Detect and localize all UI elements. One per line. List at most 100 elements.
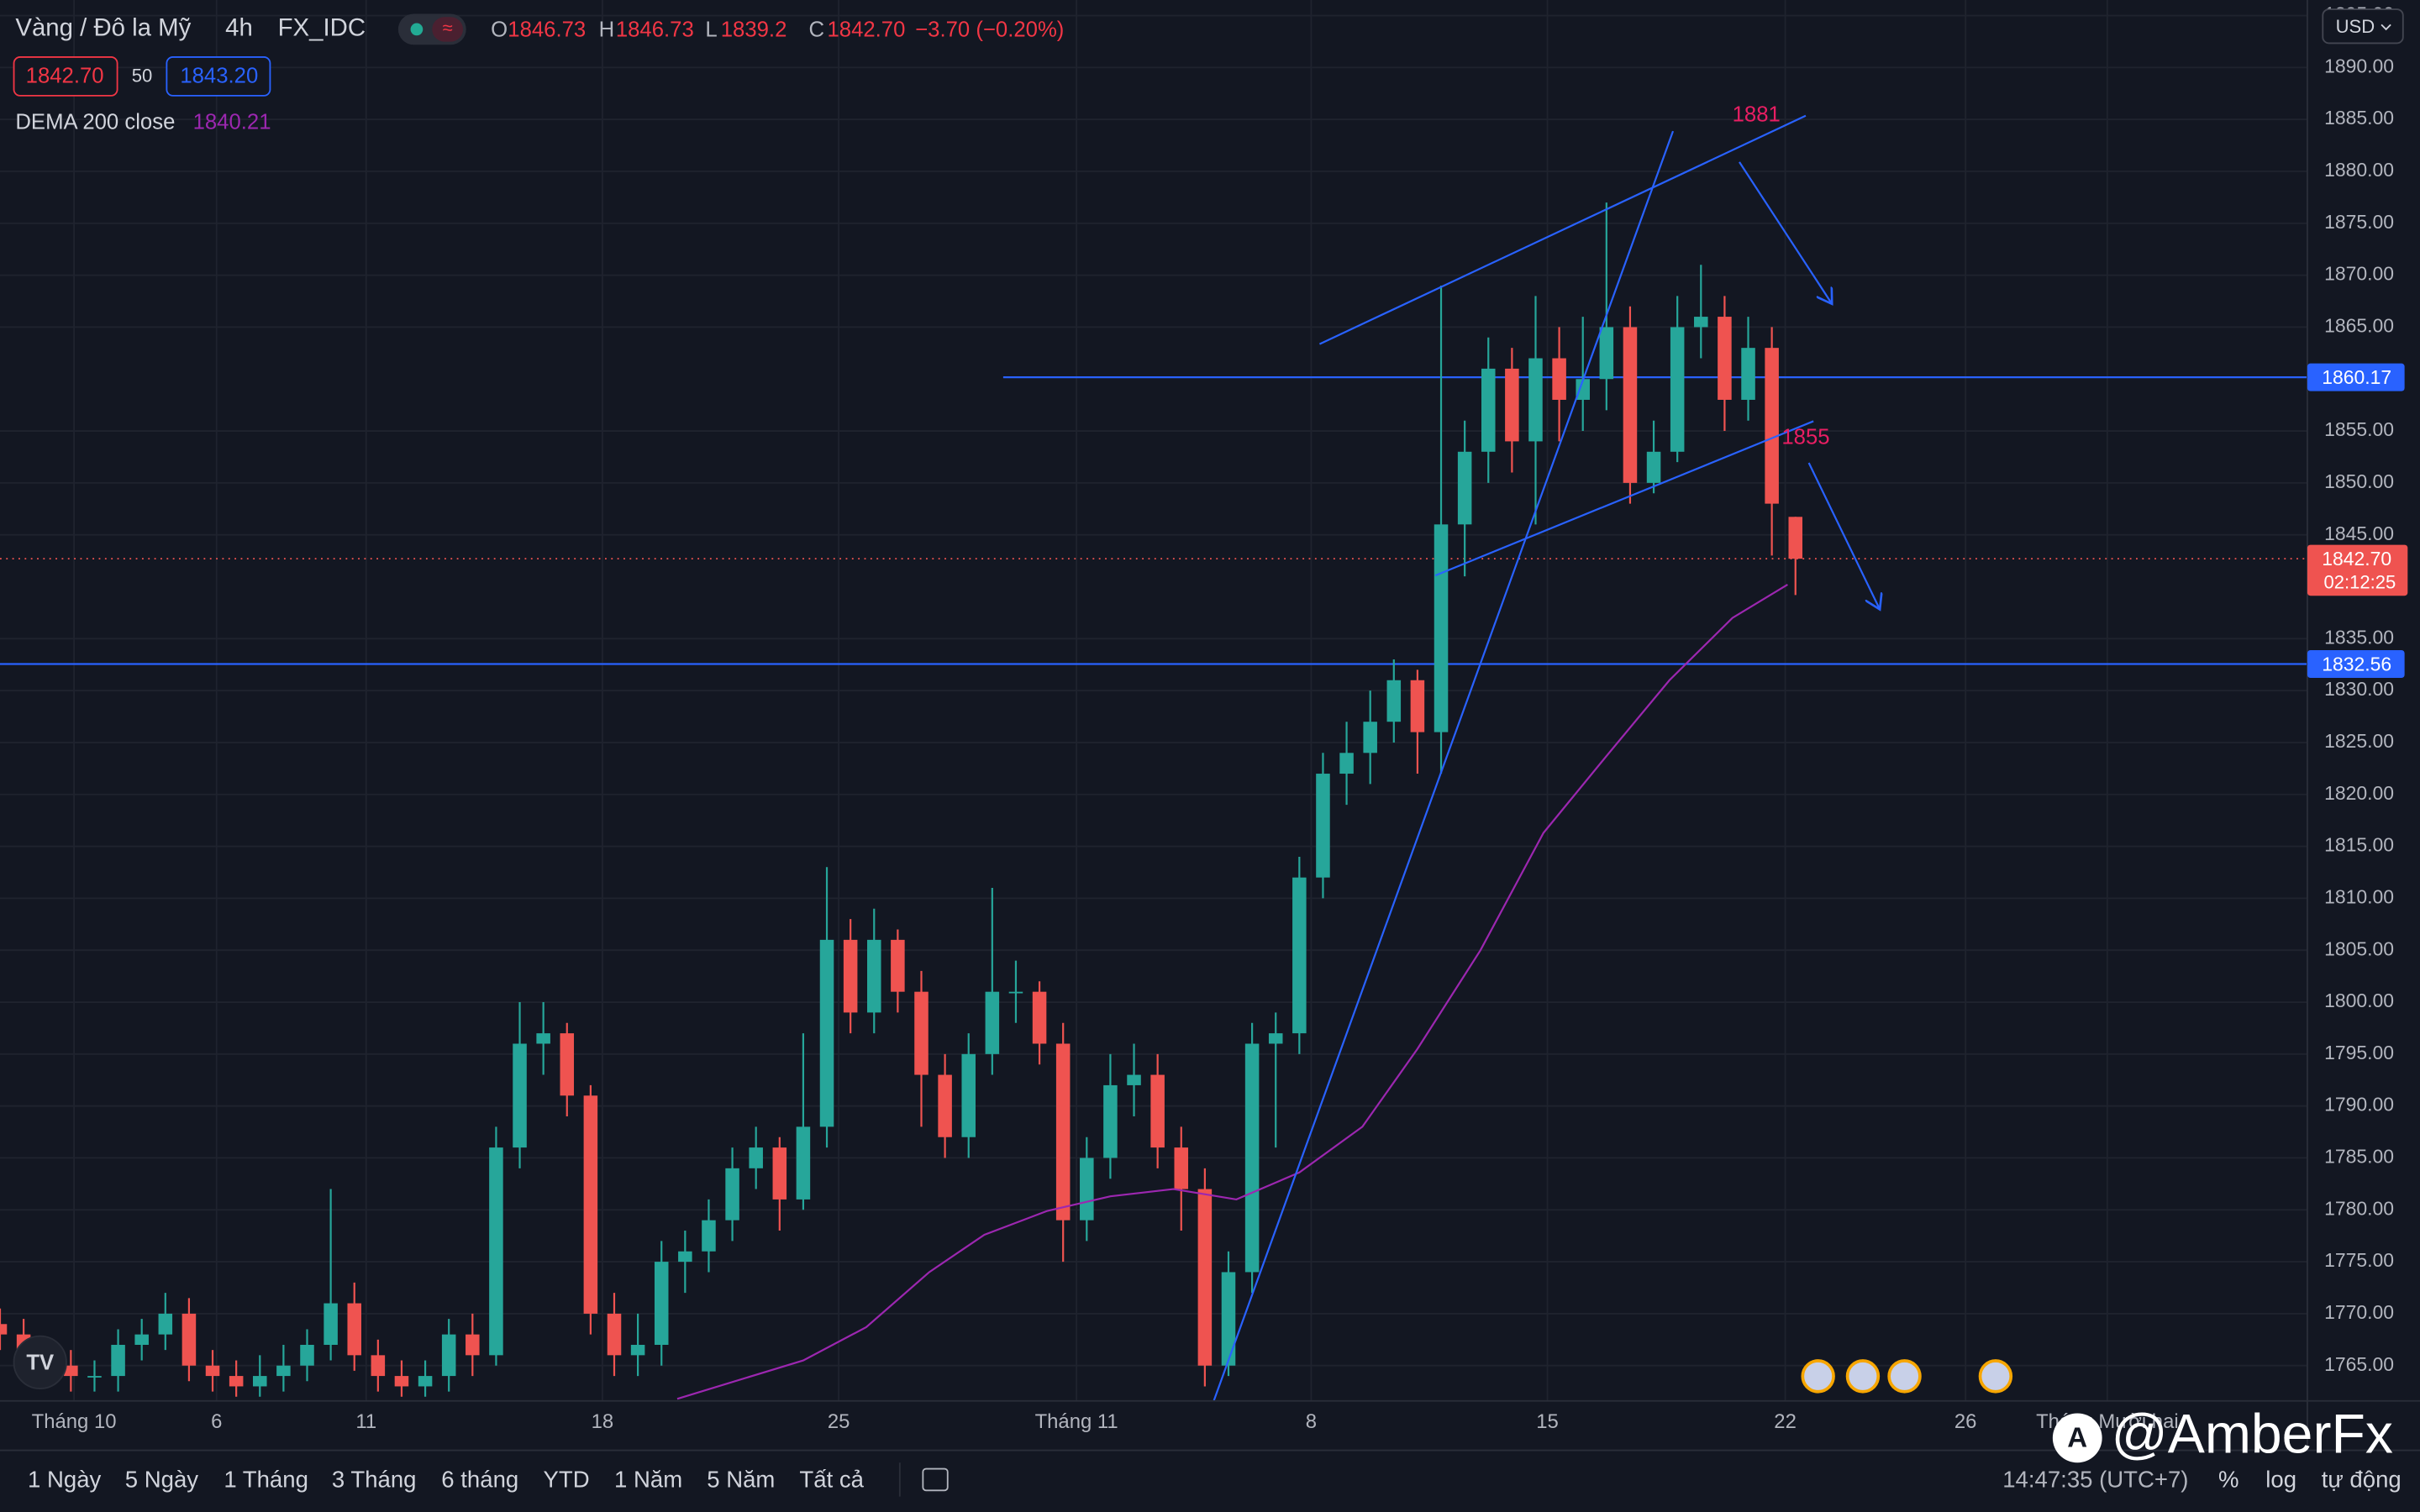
annotation: 1855 — [1781, 425, 1829, 449]
watermark: @AmberFx — [2112, 1403, 2393, 1465]
candle-body — [1244, 1043, 1260, 1273]
tv-logo[interactable] — [13, 1335, 67, 1389]
indicator-line — [676, 583, 1788, 1400]
status-icon — [432, 17, 464, 42]
y-tick-label: 1780.00 — [2324, 1197, 2394, 1219]
candles — [0, 202, 1803, 1400]
interval[interactable]: 4h — [225, 14, 253, 42]
y-tick-label: 1880.00 — [2324, 159, 2394, 181]
chevron — [2381, 24, 2391, 31]
y-tick-label: 1825.00 — [2324, 730, 2394, 752]
channel-top — [1318, 114, 1807, 345]
candle-body — [725, 1168, 739, 1221]
candle-body — [418, 1376, 433, 1387]
y-tick-label: 1785.00 — [2324, 1146, 2394, 1168]
candle-body — [1505, 368, 1519, 442]
candle-body — [324, 1303, 338, 1345]
source: FX_IDC — [278, 14, 366, 42]
y-tick-label: 1820.00 — [2324, 782, 2394, 804]
y-tick-label: 1810.00 — [2324, 885, 2394, 907]
range-toolbar: 1 Ngày 5 Ngày 1 Tháng 3 Tháng 6 tháng YTD 1 Nă… — [28, 1467, 865, 1493]
price-label: 1842.70 — [2322, 548, 2391, 570]
x-tick-label: Tháng 10 — [32, 1410, 117, 1433]
range-button[interactable]: 1 Tháng — [224, 1467, 308, 1493]
currency-button[interactable] — [2322, 8, 2404, 45]
range-button[interactable]: 1 Ngày — [28, 1467, 102, 1493]
range-button[interactable]: 6 tháng — [441, 1467, 518, 1493]
level-label: 1832.56 — [2322, 653, 2391, 675]
y-tick-label: 1885.00 — [2324, 107, 2394, 129]
range-button[interactable]: YTD — [544, 1467, 590, 1493]
candle-body — [749, 1147, 763, 1168]
level-label-bg — [2307, 363, 2405, 391]
buy-price[interactable]: 1843.20 — [180, 65, 258, 88]
candle-body — [229, 1376, 244, 1387]
candle-body — [985, 991, 1000, 1054]
candle-body — [182, 1313, 197, 1366]
candle-body — [1599, 327, 1614, 380]
candle-body — [1788, 517, 1803, 559]
candle-body — [1363, 722, 1377, 753]
event-icon[interactable] — [1887, 1359, 1922, 1394]
candle-body — [796, 1126, 811, 1200]
event-icon[interactable] — [1845, 1359, 1881, 1394]
status-dot — [410, 23, 424, 36]
buy-button[interactable] — [166, 56, 271, 97]
candle-body — [466, 1334, 480, 1356]
y-tick-label: 1775.00 — [2324, 1249, 2394, 1271]
y-tick-label: 1800.00 — [2324, 990, 2394, 1011]
percent-toggle[interactable]: % — [2218, 1467, 2239, 1493]
candle-body — [1694, 317, 1708, 328]
arrow — [1739, 161, 1832, 304]
indicator-value: 1840.21 — [193, 111, 271, 134]
candle-body — [678, 1251, 692, 1263]
candle-body — [87, 1376, 102, 1378]
arrow — [1807, 462, 1880, 609]
candle-body — [1718, 317, 1732, 400]
candle-body — [1055, 1043, 1071, 1221]
y-tick-label: 1835.00 — [2324, 626, 2394, 648]
range-button[interactable]: Tất cả — [799, 1467, 864, 1493]
candle-body — [253, 1376, 267, 1387]
x-tick-label: 25 — [828, 1410, 850, 1433]
auto-toggle[interactable]: tự động — [2322, 1467, 2402, 1493]
ohlc-value: 1842.70 — [827, 18, 905, 42]
currency[interactable]: USD — [2336, 16, 2375, 37]
candle-body — [1268, 1033, 1283, 1044]
grid — [0, 0, 2307, 1401]
candle-body — [1150, 1074, 1165, 1148]
tv-logo[interactable]: TV — [26, 1351, 54, 1374]
sell-price[interactable]: 1842.70 — [26, 65, 104, 88]
range-button[interactable]: 5 Năm — [707, 1467, 775, 1493]
sell-button[interactable] — [13, 56, 118, 97]
date-range-icon[interactable] — [922, 1467, 949, 1492]
candle-body — [1174, 1147, 1189, 1189]
clock: 14:47:35 (UTC+7) — [2002, 1467, 2188, 1493]
event-icon[interactable] — [1801, 1359, 1835, 1394]
candle-body — [914, 991, 929, 1075]
event-icon[interactable] — [1978, 1359, 2013, 1394]
countdown: 02:12:25 — [2323, 571, 2396, 592]
candle-body — [843, 939, 858, 1013]
y-tick-label: 1890.00 — [2324, 55, 2394, 76]
candle-body — [961, 1053, 976, 1137]
range-button[interactable]: 5 Ngày — [125, 1467, 199, 1493]
candle-body — [1008, 991, 1023, 994]
range-button[interactable]: 1 Năm — [614, 1467, 682, 1493]
y-tick-label: 1770.00 — [2324, 1301, 2394, 1323]
log-toggle[interactable]: log — [2265, 1467, 2296, 1493]
symbol[interactable]: Vàng / Đô la Mỹ — [15, 14, 191, 42]
x-tick-label: 15 — [1536, 1410, 1559, 1433]
range-button[interactable]: 3 Tháng — [332, 1467, 417, 1493]
candle-body — [347, 1303, 361, 1356]
y-tick-label: 1790.00 — [2324, 1094, 2394, 1116]
candle-body — [1528, 358, 1543, 442]
y-tick-label: 1765.00 — [2324, 1353, 2394, 1375]
y-tick-label: 1855.00 — [2324, 418, 2394, 440]
candle-body — [891, 939, 905, 992]
y-tick-label: 1815.00 — [2324, 834, 2394, 856]
candle-body — [1670, 327, 1685, 452]
candle-body — [1434, 524, 1449, 732]
candle-body — [1127, 1074, 1141, 1085]
candle-body — [158, 1313, 173, 1335]
